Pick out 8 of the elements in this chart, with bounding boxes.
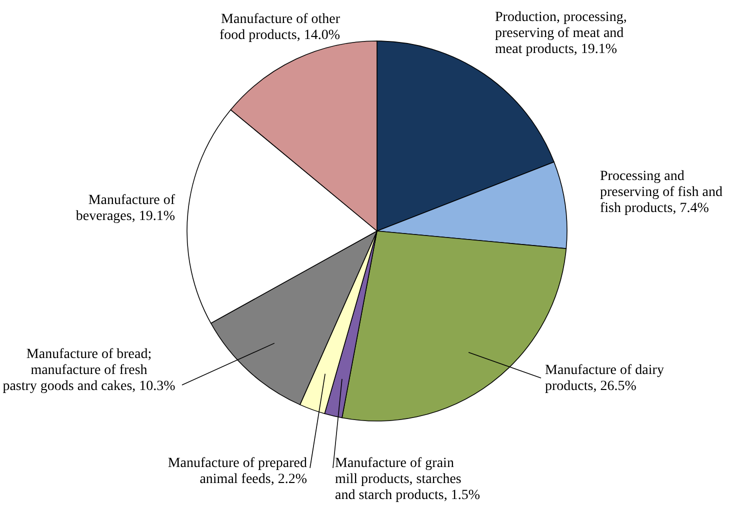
slice-label: Manufacture of beverages, 19.1% bbox=[76, 193, 176, 224]
slice-label: Manufacture of grain mill products, starches and starch products, 1.5% bbox=[335, 456, 480, 503]
slice-label: Processing and preserving of fish and fish products, 7.4% bbox=[600, 169, 722, 216]
slice-label: Manufacture of dairy products, 26.5% bbox=[545, 363, 664, 394]
slice-label: Production, processing, preserving of meat and meat products, 19.1% bbox=[495, 10, 627, 57]
slice-label: Manufacture of other food products, 14.0% bbox=[219, 12, 340, 43]
slice-label: Manufacture of prepared animal feeds, 2.2% bbox=[168, 456, 308, 487]
slice-label: Manufacture of bread; manufacture of fresh pastry goods and cakes, 10.3% bbox=[2, 347, 176, 394]
